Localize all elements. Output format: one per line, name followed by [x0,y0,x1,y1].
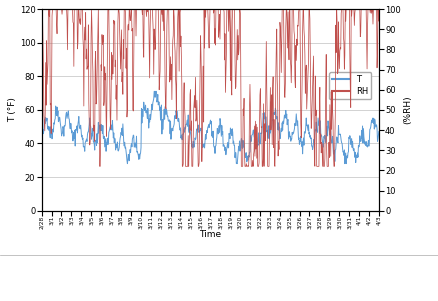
RH [46,7,51,11]
T [282,113,287,117]
X-axis label: Time: Time [199,230,221,239]
T [39,140,44,144]
T [197,131,202,134]
RH [197,161,202,164]
T [86,126,92,129]
Line: RH: RH [42,9,379,166]
Y-axis label: (%RH): (%RH) [404,95,413,124]
T [376,129,381,133]
RH [40,39,46,42]
T [40,128,46,131]
T [125,162,130,166]
RH [282,94,287,97]
RH [290,7,295,11]
RH [184,165,189,168]
RH [97,165,102,168]
T [290,133,295,136]
T [184,123,189,126]
RH [39,73,44,77]
Line: T: T [42,92,379,164]
T [152,90,157,93]
Y-axis label: T (°F): T (°F) [8,98,17,122]
Legend: T, RH: T, RH [329,72,371,99]
RH [87,122,92,126]
RH [376,7,381,11]
